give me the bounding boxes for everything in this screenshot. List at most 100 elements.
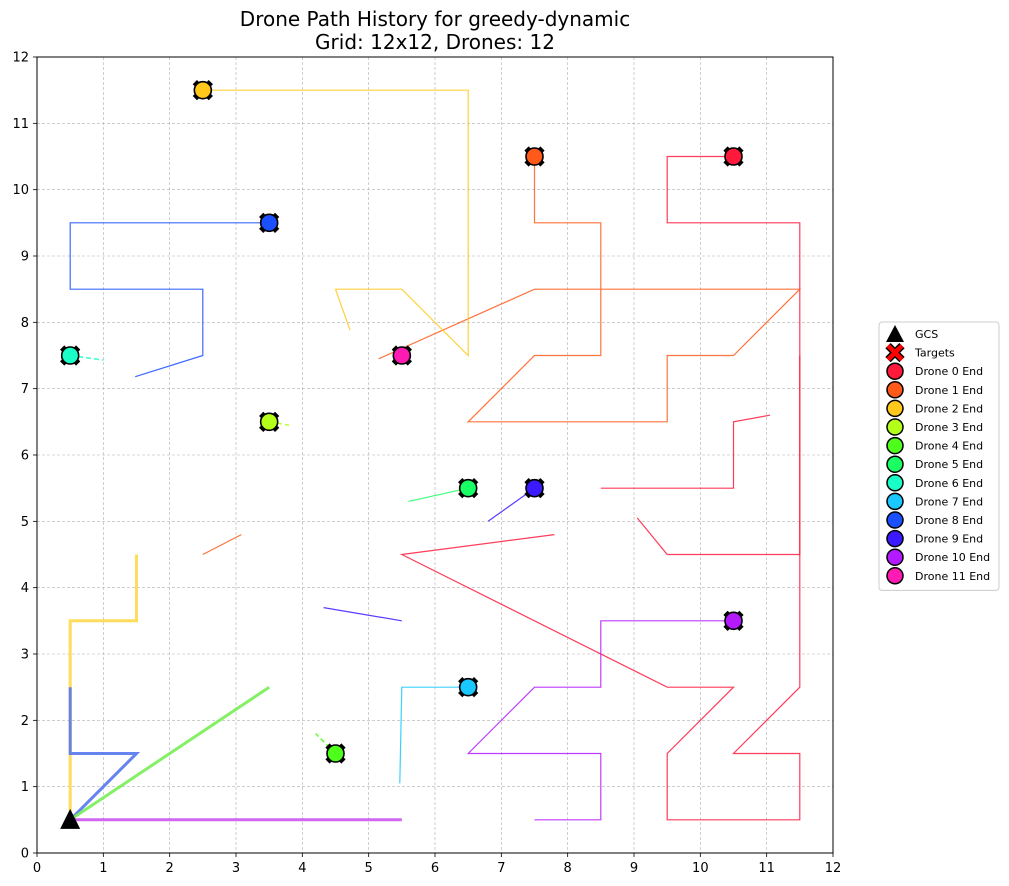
drone-6-end-marker (60, 345, 81, 366)
legend-drone-icon (886, 381, 904, 399)
legend-drone-icon (886, 455, 904, 473)
legend-entry-drone-11: Drone 11 End (886, 567, 990, 585)
legend-label: Drone 7 End (915, 495, 983, 508)
legend-entry-drone-2: Drone 2 End (886, 399, 983, 418)
y-tick-label: 1 (21, 780, 29, 795)
drone-end-circle (458, 478, 478, 498)
drone-end-circle (392, 346, 412, 365)
legend-label: Drone 5 End (915, 458, 983, 471)
drone-end-circle (326, 744, 345, 763)
x-tick-label: 3 (232, 861, 240, 876)
drone-0-path (636, 155, 801, 556)
legend-label: Drone 3 End (915, 421, 983, 434)
legend-label: Drone 6 End (915, 477, 983, 490)
legend-gcs-icon (886, 325, 904, 342)
legend-label: Drone 9 End (915, 533, 983, 546)
x-axis-ticks: 0 1 2 3 4 5 6 7 8 9 10 11 12 (33, 853, 841, 876)
legend-label: Drone 2 End (915, 402, 983, 415)
legend-drone-icon (886, 529, 904, 548)
legend-entry-targets: Targets (885, 342, 955, 363)
legend-drone-icon (886, 567, 904, 585)
legend-target-icon (886, 344, 904, 362)
legend-label: GCS (915, 328, 938, 341)
x-tick-label: 6 (431, 861, 439, 876)
y-tick-label: 4 (21, 581, 29, 596)
x-tick-label: 0 (33, 861, 41, 876)
chart-title: Drone Path History for greedy-dynamic Gr… (240, 7, 630, 54)
drone-end-circle (724, 611, 743, 631)
drone-6-path (70, 354, 104, 361)
legend-entry-drone-4: Drone 4 End (886, 436, 983, 455)
initial-segment (69, 685, 271, 822)
drone-0-end-marker (723, 146, 744, 167)
legend-drone-icon (886, 399, 904, 418)
legend-entry-drone-8: Drone 8 End (886, 511, 983, 529)
drone-9-path (323, 607, 402, 622)
drone-end-circle (525, 147, 544, 166)
legend-entry-drone-7: Drone 7 End (886, 492, 983, 511)
initial-flight-segments (68, 554, 402, 822)
drone-1-path (202, 534, 242, 556)
y-tick-label: 8 (21, 316, 29, 331)
y-tick-label: 6 (21, 449, 29, 464)
x-tick-label: 10 (692, 861, 709, 876)
legend-drone-icon (886, 492, 904, 511)
legend-label: Drone 11 End (915, 570, 990, 583)
drone-end-circle (525, 478, 544, 498)
x-tick-label: 2 (166, 861, 174, 876)
drone-paths (69, 89, 802, 821)
y-tick-label: 0 (21, 847, 29, 862)
legend-entry-drone-6: Drone 6 End (886, 474, 983, 492)
drone-7-end-marker (458, 677, 479, 698)
y-tick-label: 10 (12, 183, 29, 198)
drone-end-circle (193, 80, 213, 100)
x-tick-label: 4 (298, 861, 306, 876)
y-tick-label: 9 (21, 250, 29, 265)
drone-5-path (408, 487, 469, 502)
y-tick-label: 7 (21, 382, 29, 397)
drone-10-path (466, 620, 734, 821)
drone-2-path (202, 89, 469, 357)
y-tick-label: 5 (21, 515, 29, 530)
chart-title-line-1: Drone Path History for greedy-dynamic (240, 7, 630, 31)
drone-end-circle (259, 412, 279, 432)
legend-label: Drone 10 End (915, 551, 990, 564)
legend-label: Drone 4 End (915, 440, 983, 453)
legend-entry-drone-0: Drone 0 End (886, 362, 983, 380)
legend-entry-drone-5: Drone 5 End (886, 455, 983, 473)
y-tick-label: 3 (21, 648, 29, 663)
drone-0-path (399, 355, 801, 821)
drone-9-end-marker (524, 478, 545, 499)
legend-label: Drone 8 End (915, 514, 983, 527)
drone-1-path (378, 156, 802, 423)
legend-entry-drone-1: Drone 1 End (886, 381, 983, 399)
drone-end-circle (724, 147, 743, 166)
drone-11-end-marker (391, 345, 412, 366)
drone-10-end-marker (723, 610, 744, 631)
drone-end-circle (458, 677, 478, 697)
x-tick-label: 5 (365, 861, 373, 876)
legend-entry-drone-10: Drone 10 End (886, 548, 990, 566)
drone-7-path (399, 686, 469, 784)
x-tick-label: 12 (825, 861, 842, 876)
x-tick-label: 8 (564, 861, 572, 876)
legend-drone-icon (886, 362, 904, 380)
legend-entry-drone-3: Drone 3 End (886, 418, 983, 436)
drone-3-end-marker (259, 411, 280, 432)
y-tick-label: 11 (12, 117, 29, 132)
legend: GCS Targets Drone 0 End Drone 1 End Drone 2 … (878, 321, 1000, 591)
initial-segment (68, 687, 141, 821)
drone-8-path (69, 222, 270, 378)
drone-8-end-marker (259, 212, 280, 233)
legend-drone-icon (886, 511, 904, 529)
x-tick-label: 9 (630, 861, 638, 876)
x-tick-label: 1 (99, 861, 107, 876)
legend-drone-icon (886, 436, 904, 455)
legend-drone-icon (886, 418, 904, 436)
gcs-triangle-icon (60, 808, 81, 829)
drone-2-end-marker (192, 80, 213, 101)
y-tick-label: 12 (12, 51, 29, 66)
legend-label: Targets (914, 347, 955, 360)
